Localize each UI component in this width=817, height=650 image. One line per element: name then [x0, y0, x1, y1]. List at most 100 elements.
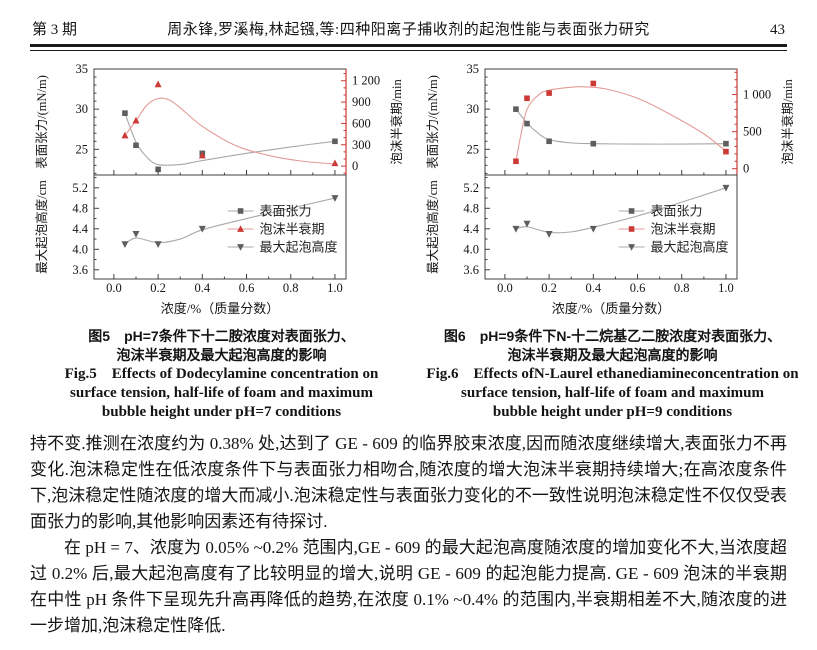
svg-text:1 000: 1 000	[743, 87, 771, 101]
series-表面张力	[513, 105, 729, 146]
svg-text:1 200: 1 200	[352, 73, 380, 87]
body-text: 持不变.推测在浓度约为 0.38% 处,达到了 GE - 609 的临界胶束浓度…	[30, 431, 787, 639]
figure6-caption-cn-line2: 泡沫半衰期及最大起泡高度的影响	[507, 346, 718, 363]
figure5-caption-cn-line2: 泡沫半衰期及最大起泡高度的影响	[116, 346, 327, 363]
panel0-left-axis: 25 30 35 表面张力/(mN/m)	[425, 62, 490, 174]
svg-text:3.6: 3.6	[463, 262, 479, 276]
panel0-right-axis-label: 泡沫半衰期/min	[780, 78, 795, 164]
legend-label-泡沫半衰期: 泡沫半衰期	[651, 221, 716, 236]
x-axis-labels: 0.0 0.2 0.4 0.6 0.8 1.0 浓度/%（质量分数）	[106, 281, 343, 316]
svg-text:35: 35	[76, 62, 89, 76]
figure6-caption-cn-line1: 图6 pH=9条件下N-十二烷基乙二胺浓度对表面张力、	[443, 327, 782, 344]
svg-text:4.8: 4.8	[463, 201, 479, 215]
svg-text:0.8: 0.8	[283, 281, 299, 295]
svg-text:0.0: 0.0	[106, 281, 122, 295]
header-rule	[30, 44, 787, 51]
series-最大起泡高度	[512, 184, 730, 238]
svg-text:5.2: 5.2	[463, 180, 479, 194]
panel0-frame	[484, 68, 738, 175]
svg-text:3.6: 3.6	[72, 262, 88, 276]
svg-text:0.4: 0.4	[195, 281, 211, 295]
svg-text:0: 0	[352, 159, 358, 173]
svg-text:25: 25	[76, 142, 89, 156]
panel0-x-ticks	[504, 169, 727, 175]
figure6-caption-en-line3: bubble height under pH=9 conditions	[492, 403, 733, 420]
svg-text:30: 30	[467, 102, 480, 116]
panel1-frame	[93, 174, 347, 279]
x-axis-title: 浓度/%（质量分数）	[161, 301, 279, 316]
paragraph-2: 在 pH = 7、浓度为 0.05% ~0.2% 范围内,GE - 609 的最…	[30, 537, 787, 635]
figure-5: 25 30 35 表面张力/(mN/m) 0 300 600 900 1 200 泡沫半衰期/mi…	[30, 61, 413, 422]
panel1-left-axis-label: 最大起泡高度/cm	[34, 179, 49, 273]
svg-text:600: 600	[352, 116, 371, 130]
svg-text:1.0: 1.0	[327, 281, 343, 295]
panel0-left-axis-label: 表面张力/(mN/m)	[34, 75, 49, 169]
figure6-caption-en-line2: surface tension, half-life of foam and m…	[461, 384, 764, 401]
svg-text:30: 30	[76, 102, 89, 116]
legend-label-表面张力: 表面张力	[260, 203, 312, 218]
panel0-right-axis-label: 泡沫半衰期/min	[389, 78, 404, 164]
running-title: 周永锋,罗溪梅,林起镪,等:四种阳离子捕收剂的起泡性能与表面张力研究	[167, 22, 650, 38]
figure6-caption: 图6 pH=9条件下N-十二烷基乙二胺浓度对表面张力、 泡沫半衰期及最大起泡高度…	[421, 327, 804, 422]
figure5-caption-en-line3: bubble height under pH=7 conditions	[101, 403, 342, 420]
legend-label-最大起泡高度: 最大起泡高度	[260, 239, 338, 254]
panel0-series	[121, 79, 339, 172]
panel1-series	[121, 194, 339, 248]
svg-text:0: 0	[743, 161, 749, 175]
figure5-caption-cn-line1: 图5 pH=7条件下十二胺浓度对表面张力、	[88, 327, 355, 344]
panel0-frame	[93, 68, 347, 175]
svg-text:1.0: 1.0	[718, 281, 734, 295]
svg-text:0.4: 0.4	[586, 281, 602, 295]
svg-text:0.2: 0.2	[150, 281, 166, 295]
svg-text:0.6: 0.6	[630, 281, 646, 295]
panel1-left-axis-label: 最大起泡高度/cm	[425, 179, 440, 273]
svg-text:0.0: 0.0	[497, 281, 513, 295]
svg-text:900: 900	[352, 95, 371, 109]
svg-text:5.2: 5.2	[72, 180, 88, 194]
panel0-right-axis: 0 500 1 000 泡沫半衰期/min	[732, 68, 795, 175]
svg-text:4.0: 4.0	[72, 242, 88, 256]
panel0-left-axis: 25 30 35 表面张力/(mN/m)	[34, 62, 99, 174]
panel1-x-ticks	[504, 273, 727, 279]
page-header: 第 3 期 周永锋,罗溪梅,林起镪,等:四种阳离子捕收剂的起泡性能与表面张力研究…	[30, 10, 787, 44]
svg-text:0.6: 0.6	[239, 281, 255, 295]
page-number: 43	[770, 22, 785, 38]
figure6-chart: 25 30 35 表面张力/(mN/m) 0 500 1 000 泡沫半衰期/min 3.6 4.…	[425, 62, 795, 316]
panel1-left-axis: 3.6 4.0 4.4 4.8 5.2 最大起泡高度/cm	[34, 176, 99, 276]
figure5-caption-en-line2: surface tension, half-life of foam and m…	[70, 384, 373, 401]
svg-text:25: 25	[467, 142, 480, 156]
svg-text:0.2: 0.2	[541, 281, 557, 295]
series-泡沫半衰期	[513, 80, 729, 164]
panel1-x-ticks	[113, 273, 336, 279]
svg-text:4.8: 4.8	[72, 201, 88, 215]
legend-label-泡沫半衰期: 泡沫半衰期	[260, 221, 325, 236]
x-axis-title: 浓度/%（质量分数）	[552, 301, 670, 316]
svg-text:300: 300	[352, 137, 371, 151]
legend-label-表面张力: 表面张力	[651, 203, 703, 218]
panel0-series	[513, 80, 729, 164]
svg-text:4.4: 4.4	[72, 221, 88, 235]
series-表面张力	[122, 109, 338, 172]
svg-text:500: 500	[743, 124, 762, 138]
legend-label-最大起泡高度: 最大起泡高度	[651, 239, 729, 254]
panel0-x-ticks	[113, 169, 336, 175]
series-最大起泡高度	[121, 194, 339, 248]
figure-6: 25 30 35 表面张力/(mN/m) 0 500 1 000 泡沫半衰期/min 3.6 4.…	[421, 61, 804, 422]
panel0-left-axis-label: 表面张力/(mN/m)	[425, 75, 440, 169]
paragraph-1: 持不变.推测在浓度约为 0.38% 处,达到了 GE - 609 的临界胶束浓度…	[30, 433, 787, 531]
figure5-chart: 25 30 35 表面张力/(mN/m) 0 300 600 900 1 200 泡沫半衰期/mi…	[34, 62, 404, 316]
figures-row: 25 30 35 表面张力/(mN/m) 0 300 600 900 1 200 泡沫半衰期/mi…	[30, 61, 799, 422]
journal-issue: 第 3 期	[32, 22, 78, 38]
svg-text:4.4: 4.4	[463, 221, 479, 235]
panel1-series	[512, 184, 730, 238]
panel1-frame	[484, 174, 738, 279]
series-泡沫半衰期	[121, 79, 339, 166]
svg-text:35: 35	[467, 62, 480, 76]
figure5-caption: 图5 pH=7条件下十二胺浓度对表面张力、 泡沫半衰期及最大起泡高度的影响 Fi…	[30, 327, 413, 422]
figure6-caption-en-line1: Fig.6 Effects ofN-Laurel ethanediamineco…	[426, 365, 799, 382]
svg-text:0.8: 0.8	[674, 281, 690, 295]
figure5-caption-en-line1: Fig.5 Effects of Dodecylamine concentrat…	[64, 365, 379, 382]
